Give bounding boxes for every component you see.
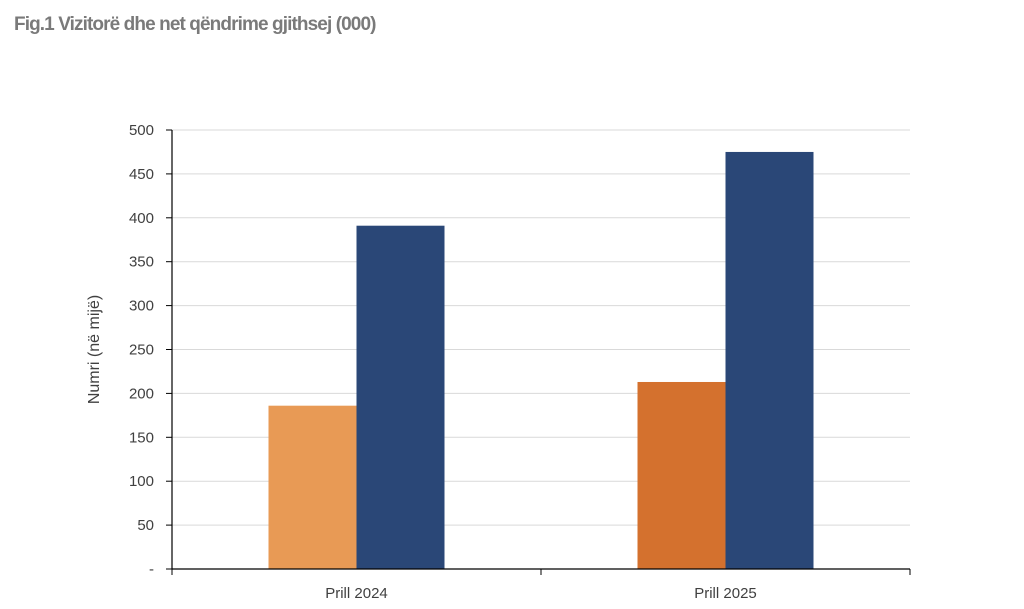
y-tick-label: 450 [129,166,154,183]
y-axis-label: Numri (në mijë) [86,295,103,404]
y-tick-label: 250 [129,342,154,359]
bar [268,405,357,569]
y-tick-label: 400 [129,210,154,227]
y-tick-label: 300 [129,298,154,315]
x-tick-label: Prill 2025 [694,585,757,602]
bar [725,151,814,569]
x-tick-label: Prill 2024 [325,585,388,602]
y-tick-label: - [149,561,154,578]
y-tick-label: 50 [137,517,154,534]
bar [637,381,726,569]
chart-title: Fig.1 Vizitorë dhe net qëndrime gjithsej… [14,14,376,35]
y-tick-label: 500 [129,122,154,139]
y-tick-label: 100 [129,473,154,490]
y-tick-label: 150 [129,429,154,446]
y-tick-label: 350 [129,254,154,271]
bar [356,225,445,569]
y-tick-label: 200 [129,385,154,402]
